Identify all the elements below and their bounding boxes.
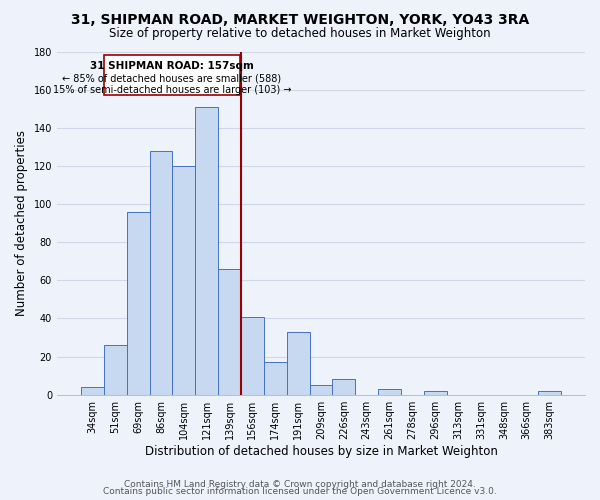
Bar: [287, 332, 310, 394]
Text: 31 SHIPMAN ROAD: 157sqm: 31 SHIPMAN ROAD: 157sqm: [90, 61, 254, 71]
Y-axis label: Number of detached properties: Number of detached properties: [15, 130, 28, 316]
Bar: [310, 385, 332, 394]
Bar: [218, 269, 241, 394]
Bar: [81, 387, 104, 394]
FancyBboxPatch shape: [104, 56, 240, 96]
Bar: [104, 345, 127, 395]
Text: 15% of semi-detached houses are larger (103) →: 15% of semi-detached houses are larger (…: [53, 85, 291, 95]
Bar: [332, 380, 355, 394]
X-axis label: Distribution of detached houses by size in Market Weighton: Distribution of detached houses by size …: [145, 444, 497, 458]
Bar: [424, 391, 446, 394]
Bar: [241, 316, 264, 394]
Bar: [195, 107, 218, 395]
Text: Contains public sector information licensed under the Open Government Licence v3: Contains public sector information licen…: [103, 487, 497, 496]
Bar: [172, 166, 195, 394]
Text: Size of property relative to detached houses in Market Weighton: Size of property relative to detached ho…: [109, 28, 491, 40]
Text: ← 85% of detached houses are smaller (588): ← 85% of detached houses are smaller (58…: [62, 74, 281, 84]
Text: 31, SHIPMAN ROAD, MARKET WEIGHTON, YORK, YO43 3RA: 31, SHIPMAN ROAD, MARKET WEIGHTON, YORK,…: [71, 12, 529, 26]
Bar: [264, 362, 287, 394]
Bar: [149, 150, 172, 394]
Text: Contains HM Land Registry data © Crown copyright and database right 2024.: Contains HM Land Registry data © Crown c…: [124, 480, 476, 489]
Bar: [378, 389, 401, 394]
Bar: [127, 212, 149, 394]
Bar: [538, 391, 561, 394]
